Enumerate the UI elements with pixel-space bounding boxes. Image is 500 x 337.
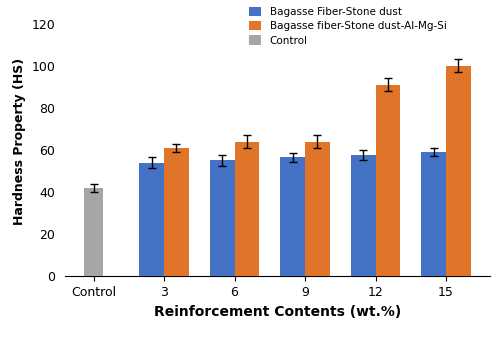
Y-axis label: Hardness Property (HS): Hardness Property (HS) bbox=[13, 58, 26, 225]
Bar bbox=[234, 142, 259, 276]
Bar bbox=[446, 66, 470, 276]
Legend: Bagasse Fiber-Stone dust, Bagasse fiber-Stone dust-Al-Mg-Si, Control: Bagasse Fiber-Stone dust, Bagasse fiber-… bbox=[248, 6, 446, 45]
Bar bbox=[305, 142, 330, 276]
Bar bbox=[280, 157, 305, 276]
Bar bbox=[164, 148, 188, 276]
Bar bbox=[210, 160, 234, 276]
X-axis label: Reinforcement Contents (wt.%): Reinforcement Contents (wt.%) bbox=[154, 305, 401, 318]
Bar bbox=[351, 155, 376, 276]
Bar bbox=[422, 152, 446, 276]
Bar bbox=[140, 163, 164, 276]
Bar bbox=[376, 85, 400, 276]
Bar bbox=[84, 188, 103, 276]
